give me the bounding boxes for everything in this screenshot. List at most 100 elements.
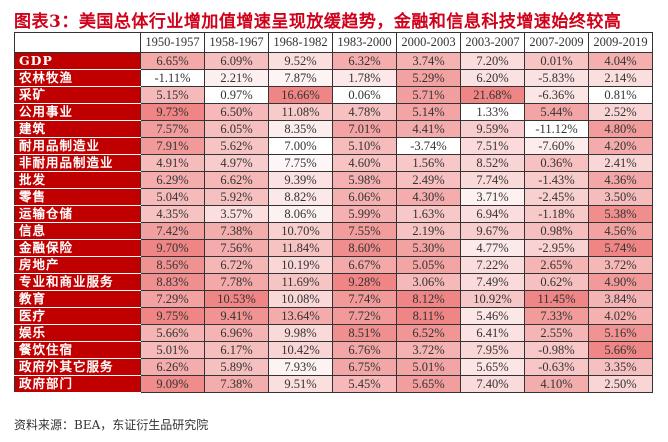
value-cell: 7.38% xyxy=(204,222,269,240)
figure-title: 图表3：美国总体行业增加值增速呈现放缓趋势，金融和信息科技增速始终较高 xyxy=(14,12,622,32)
value-cell: 7.93% xyxy=(268,358,333,376)
table-row: 房地产 8.56% 6.72% 10.19% 6.67% 5.05% 7.22% 2.65% 3… xyxy=(14,256,653,274)
value-cell: 4.80% xyxy=(588,120,653,138)
row-label: 房地产 xyxy=(14,256,141,274)
value-cell: 4.35% xyxy=(140,205,205,223)
value-cell: 6.52% xyxy=(396,324,461,342)
value-cell: -1.43% xyxy=(524,171,589,189)
value-cell: 16.66% xyxy=(268,86,333,104)
table-row: 金融保险 9.70% 7.56% 11.84% 8.60% 5.30% 4.77% -2.95… xyxy=(14,239,653,257)
value-cell: 4.56% xyxy=(588,222,653,240)
value-cell: 11.45% xyxy=(524,290,589,308)
value-cell: 7.74% xyxy=(460,171,525,189)
value-cell: 7.01% xyxy=(332,120,397,138)
value-cell: -3.74% xyxy=(396,137,461,155)
value-cell: 9.70% xyxy=(140,239,205,257)
value-cell: 4.04% xyxy=(588,52,653,70)
column-header: 1950-1957 xyxy=(140,32,205,53)
value-cell: 7.72% xyxy=(332,307,397,325)
value-cell: 4.60% xyxy=(332,154,397,172)
value-cell: 1.33% xyxy=(460,103,525,121)
value-cell: 13.64% xyxy=(268,307,333,325)
row-label: GDP xyxy=(14,52,141,70)
value-cell: 2.49% xyxy=(396,171,461,189)
value-cell: 2.14% xyxy=(588,69,653,87)
value-cell: 5.65% xyxy=(460,358,525,376)
row-label: 批发 xyxy=(14,171,141,189)
value-cell: 7.75% xyxy=(268,154,333,172)
value-cell: 3.74% xyxy=(396,52,461,70)
value-cell: 5.44% xyxy=(524,103,589,121)
value-cell: 5.89% xyxy=(204,358,269,376)
table-row: 公用事业 9.73% 6.50% 11.08% 4.78% 5.14% 1.33% 5.44%… xyxy=(14,103,653,121)
table-row: 耐用品制造业 7.91% 5.62% 7.00% 5.10% -3.74% 7.51% -7.… xyxy=(14,137,653,155)
value-cell: 8.82% xyxy=(268,188,333,206)
value-cell: 0.62% xyxy=(524,273,589,291)
header-row: 1950-1957 1958-1967 1968-1982 1983-2000 2000… xyxy=(14,32,653,53)
growth-table: 1950-1957 1958-1967 1968-1982 1983-2000 2000… xyxy=(14,32,653,393)
value-cell: 3.35% xyxy=(588,358,653,376)
value-cell: -1.11% xyxy=(140,69,205,87)
value-cell: 11.08% xyxy=(268,103,333,121)
value-cell: 0.06% xyxy=(332,86,397,104)
value-cell: 5.04% xyxy=(140,188,205,206)
column-header: 1958-1967 xyxy=(204,32,269,53)
column-header: 1983-2000 xyxy=(332,32,397,53)
table-row: 娱乐 5.66% 6.96% 9.98% 8.51% 6.52% 6.41% 2.55% 5.1… xyxy=(14,324,653,342)
corner-cell xyxy=(14,32,141,53)
table-row: 农林牧渔 -1.11% 2.21% 7.87% 1.78% 5.29% 6.20% -5.83… xyxy=(14,69,653,87)
value-cell: -7.60% xyxy=(524,137,589,155)
value-cell: 2.55% xyxy=(524,324,589,342)
value-cell: 7.20% xyxy=(460,52,525,70)
value-cell: 2.52% xyxy=(588,103,653,121)
row-label: 农林牧渔 xyxy=(14,69,141,87)
value-cell: 5.01% xyxy=(396,358,461,376)
value-cell: 6.50% xyxy=(204,103,269,121)
value-cell: 6.20% xyxy=(460,69,525,87)
value-cell: 4.97% xyxy=(204,154,269,172)
value-cell: 4.41% xyxy=(396,120,461,138)
value-cell: 7.95% xyxy=(460,341,525,359)
value-cell: 8.83% xyxy=(140,273,205,291)
value-cell: 8.11% xyxy=(396,307,461,325)
value-cell: -1.18% xyxy=(524,205,589,223)
table-row: 建筑 7.57% 6.05% 8.35% 7.01% 4.41% 9.59% -11.12% 4… xyxy=(14,120,653,138)
value-cell: -11.12% xyxy=(524,120,589,138)
value-cell: 10.53% xyxy=(204,290,269,308)
value-cell: -0.98% xyxy=(524,341,589,359)
value-cell: 3.84% xyxy=(588,290,653,308)
value-cell: 3.72% xyxy=(588,256,653,274)
value-cell: 7.29% xyxy=(140,290,205,308)
value-cell: 6.32% xyxy=(332,52,397,70)
row-label: 金融保险 xyxy=(14,239,141,257)
value-cell: 5.66% xyxy=(588,341,653,359)
value-cell: 9.51% xyxy=(268,375,333,393)
value-cell: 7.91% xyxy=(140,137,205,155)
value-cell: -2.45% xyxy=(524,188,589,206)
value-cell: 4.91% xyxy=(140,154,205,172)
table-row: 餐饮住宿 5.01% 6.17% 10.42% 6.76% 3.72% 7.95% -0.98… xyxy=(14,341,653,359)
row-label: 政府部门 xyxy=(14,375,141,393)
value-cell: 0.01% xyxy=(524,52,589,70)
value-cell: 7.00% xyxy=(268,137,333,155)
value-cell: 6.76% xyxy=(332,341,397,359)
value-cell: 5.62% xyxy=(204,137,269,155)
value-cell: 7.87% xyxy=(268,69,333,87)
value-cell: 8.60% xyxy=(332,239,397,257)
value-cell: 5.66% xyxy=(140,324,205,342)
value-cell: 5.98% xyxy=(332,171,397,189)
value-cell: 4.20% xyxy=(588,137,653,155)
value-cell: 7.38% xyxy=(204,375,269,393)
value-cell: 6.05% xyxy=(204,120,269,138)
value-cell: 7.22% xyxy=(460,256,525,274)
row-label: 信息 xyxy=(14,222,141,240)
value-cell: 8.35% xyxy=(268,120,333,138)
value-cell: 3.71% xyxy=(460,188,525,206)
value-cell: 9.52% xyxy=(268,52,333,70)
value-cell: 2.65% xyxy=(524,256,589,274)
value-cell: 7.33% xyxy=(524,307,589,325)
value-cell: 6.65% xyxy=(140,52,205,70)
value-cell: 10.08% xyxy=(268,290,333,308)
row-label: 公用事业 xyxy=(14,103,141,121)
value-cell: 6.06% xyxy=(332,188,397,206)
